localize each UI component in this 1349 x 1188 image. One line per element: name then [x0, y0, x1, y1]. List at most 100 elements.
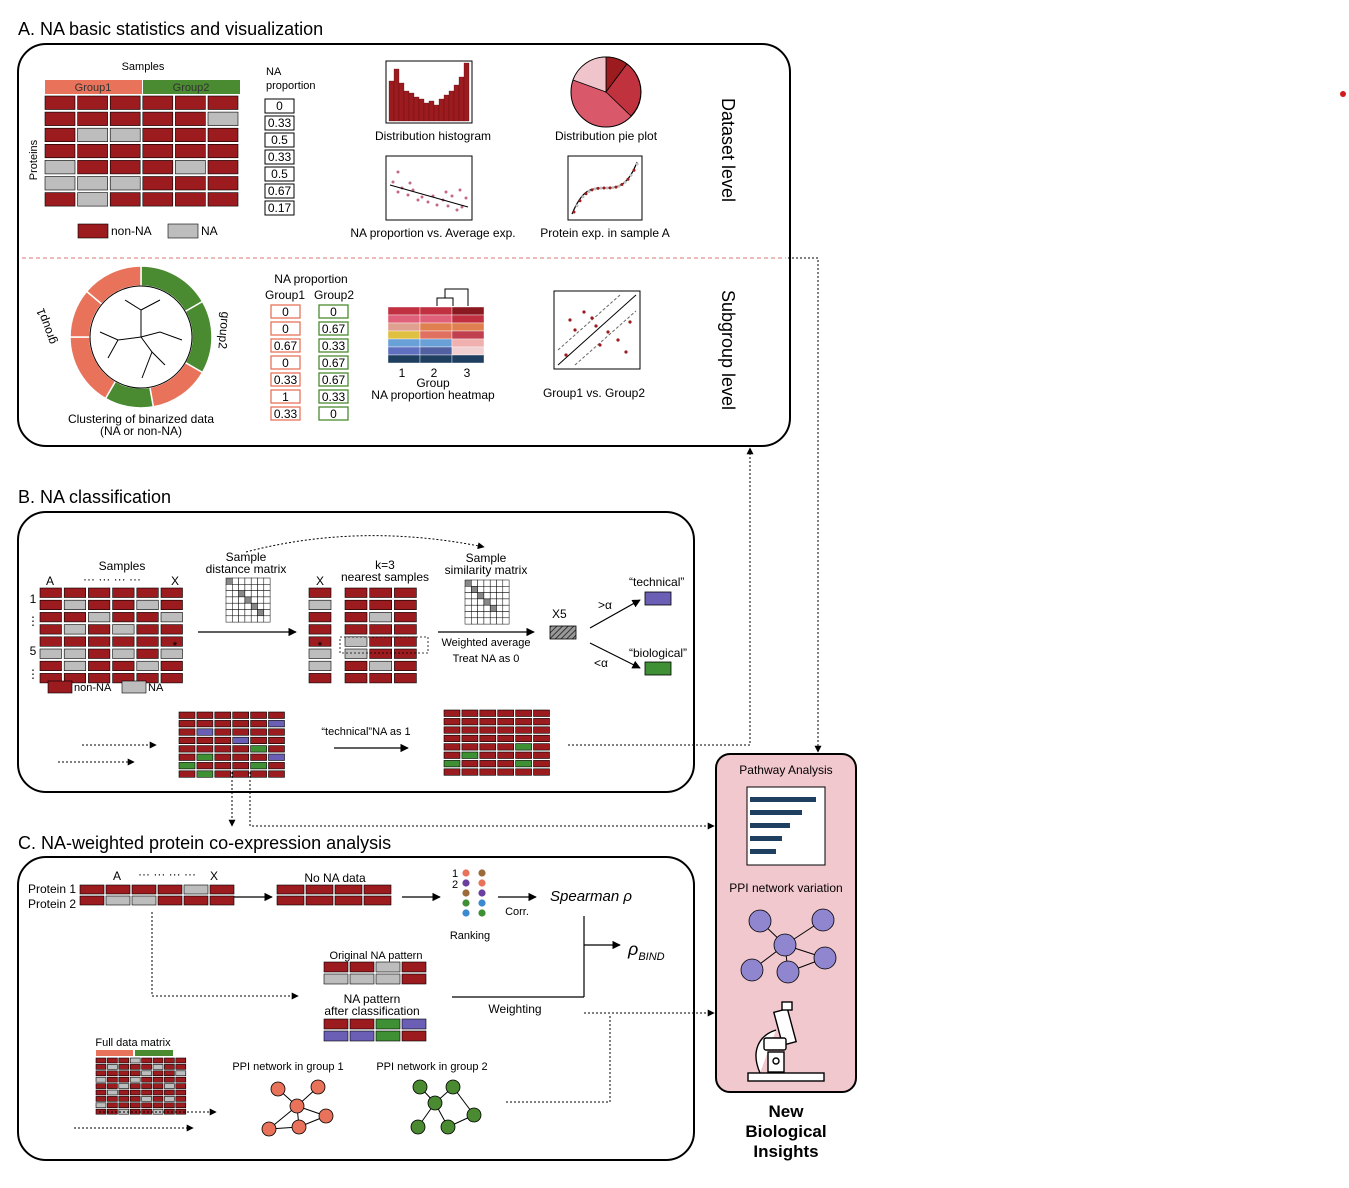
full-matrix-cell — [141, 1102, 152, 1109]
binarized-cell — [479, 718, 497, 726]
similarity-matrix-cell — [502, 611, 510, 619]
knn-cell — [344, 599, 368, 611]
biological-label: “biological” — [629, 646, 687, 660]
b-x-label: X — [316, 574, 324, 588]
similarity-matrix-cell — [483, 604, 491, 612]
scatter-point — [458, 188, 462, 192]
a-proportion-box — [264, 183, 295, 199]
clustering-label-1: Clustering of binarized data — [68, 412, 214, 426]
protein-pair-cell — [183, 895, 209, 906]
full-matrix-cell — [175, 1089, 187, 1096]
a-matrix-cell — [175, 160, 206, 175]
c-col-x: X — [210, 869, 218, 883]
knn-cell — [344, 636, 368, 647]
b-star-1: * — [173, 639, 178, 653]
similarity-matrix-cell — [483, 586, 491, 593]
group2-proportion-value: 0 — [330, 407, 337, 421]
distance-matrix-cell — [257, 615, 265, 623]
a-matrix-cell — [109, 160, 141, 175]
original-pattern-label: Original NA pattern — [330, 950, 423, 962]
b-matrix-cell — [160, 673, 183, 684]
binarized-cell — [515, 760, 532, 768]
full-matrix-cell — [152, 1057, 164, 1064]
binarized-cell — [515, 709, 532, 717]
knn-cell — [344, 612, 368, 623]
protein-pair-cell — [183, 884, 209, 895]
classified-cell — [178, 720, 196, 728]
histogram-bar — [463, 62, 470, 122]
binarized-cell — [461, 743, 479, 751]
b-legend-na-swatch — [121, 680, 147, 694]
group2-proportion-value: 0.67 — [322, 356, 346, 370]
b-matrix-cell — [160, 612, 183, 623]
knn-cell — [344, 624, 368, 635]
binarized-cell — [533, 751, 550, 759]
a-matrix-cell — [142, 160, 174, 175]
similarity-matrix-cell — [477, 598, 485, 606]
ranking-dots — [462, 869, 486, 917]
b-matrix-cell — [160, 660, 183, 672]
full-matrix-group2-bar — [135, 1050, 173, 1056]
a-matrix-cell — [44, 192, 76, 207]
group1-proportion-box — [270, 338, 301, 353]
sample-exp-point — [605, 186, 609, 190]
b-matrix-cell — [63, 599, 86, 611]
b-dotted-curve-arrow — [245, 535, 485, 553]
subgroup-level-label: Subgroup level — [718, 290, 738, 410]
binarized-cell — [443, 709, 461, 717]
binarized-cell — [461, 734, 479, 743]
classified-cell — [232, 762, 249, 770]
full-matrix-cell — [141, 1076, 152, 1083]
classified-cell — [232, 720, 249, 728]
similarity-matrix-cell — [496, 611, 504, 619]
b-legend-na: NA — [148, 682, 164, 694]
a-matrix-cell — [175, 111, 206, 126]
distance-matrix-cell — [225, 596, 233, 604]
b-matrix-cell — [136, 624, 159, 635]
a-proportion-box — [264, 166, 295, 182]
distance-matrix-cell — [244, 602, 252, 610]
red-dot — [1340, 91, 1346, 97]
b-matrix-cell — [88, 624, 111, 635]
binarized-cell — [533, 709, 550, 717]
knn-cell — [394, 673, 417, 684]
distance-matrix-cell — [257, 596, 265, 604]
a-matrix-cell — [142, 144, 174, 159]
binarized-cell — [443, 734, 461, 743]
a-proportion-value: 0.33 — [268, 116, 292, 130]
distance-matrix-cell — [250, 584, 258, 591]
distance-matrix-cell — [238, 577, 246, 585]
classified-cell — [268, 736, 285, 745]
a-proportion-box — [264, 132, 295, 148]
scatter-point — [455, 208, 459, 212]
distance-matrix-cell — [225, 609, 233, 617]
classified-cell — [250, 736, 267, 745]
a-matrix-cell — [207, 111, 239, 126]
group2-proportion-column: 0 0.67 0.33 0.67 0.67 0.33 0 — [318, 304, 349, 421]
ranking-dot — [462, 899, 470, 907]
scatter-point — [391, 180, 395, 184]
heatmap-cell — [419, 330, 453, 340]
binarized-cell — [533, 760, 550, 768]
heatmap-cell — [419, 322, 453, 332]
a-matrix-cell — [207, 176, 239, 191]
knn-cell — [394, 599, 417, 611]
no-na-cell — [334, 895, 363, 906]
a-matrix-cell — [207, 127, 239, 142]
classified-cell — [268, 728, 285, 736]
full-matrix-cell — [175, 1064, 187, 1070]
b-matrix-cell — [160, 624, 183, 635]
pathway-bars — [750, 797, 816, 854]
binarized-cell — [443, 726, 461, 734]
classified-cell — [178, 770, 196, 778]
sample-exp-point — [614, 185, 618, 189]
similarity-matrix-cell — [471, 592, 478, 600]
classified-cell — [250, 745, 267, 753]
knn-highlight — [339, 636, 429, 654]
a-matrix-cell — [175, 95, 206, 110]
b-matrix-cell — [136, 636, 159, 647]
knn-cell — [369, 612, 393, 623]
heatmap-cell — [387, 338, 421, 348]
full-matrix-cell — [129, 1076, 141, 1083]
